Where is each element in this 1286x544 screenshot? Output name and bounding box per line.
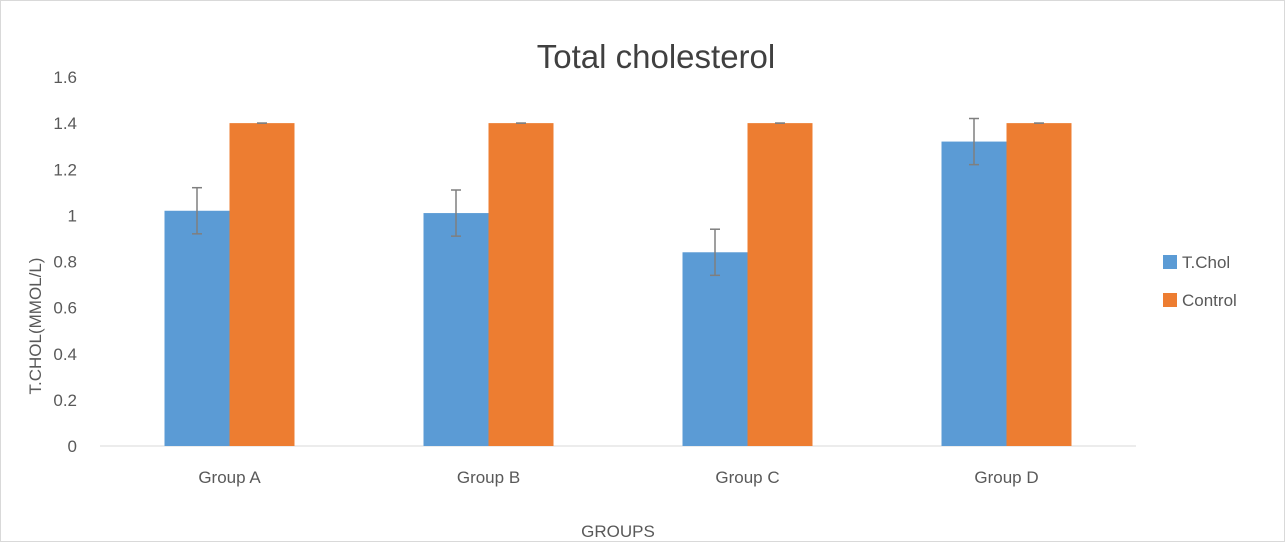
bar-t-chol: [423, 213, 489, 446]
bar-t-chol: [164, 210, 230, 446]
bars: [164, 123, 1072, 446]
x-tick-label: Group A: [198, 468, 261, 487]
x-tick-label: Group B: [457, 468, 520, 487]
legend: T.Chol Control: [1163, 253, 1237, 310]
bar-control: [747, 123, 813, 446]
y-tick-label: 1: [68, 206, 77, 225]
y-tick-label: 0.8: [53, 253, 77, 272]
bar-control: [488, 123, 554, 446]
legend-label: T.Chol: [1182, 253, 1230, 272]
x-tick-label: Group D: [974, 468, 1038, 487]
y-axis-ticks: 0 0.2 0.4 0.6 0.8 1 1.2 1.4 1.6: [53, 68, 77, 456]
error-bars: [192, 117, 1044, 277]
bar-t-chol: [941, 141, 1007, 446]
y-tick-label: 0.6: [53, 299, 77, 318]
bar-t-chol: [682, 252, 748, 446]
legend-swatch: [1163, 293, 1177, 307]
y-tick-label: 1.2: [53, 160, 77, 179]
legend-label: Control: [1182, 291, 1237, 310]
y-tick-label: 1.6: [53, 68, 77, 87]
y-axis-title: T.CHOL(MMOL/L): [26, 258, 45, 395]
y-tick-label: 1.4: [53, 114, 77, 133]
legend-swatch: [1163, 255, 1177, 269]
x-axis-labels: Group A Group B Group C Group D: [198, 468, 1038, 487]
x-tick-label: Group C: [715, 468, 779, 487]
y-tick-label: 0: [68, 437, 77, 456]
y-tick-label: 0.2: [53, 391, 77, 410]
x-axis-title: GROUPS: [581, 522, 655, 541]
y-tick-label: 0.4: [53, 345, 77, 364]
chart-title: Total cholesterol: [537, 38, 775, 75]
bar-control: [229, 123, 295, 446]
bar-control: [1006, 123, 1072, 446]
